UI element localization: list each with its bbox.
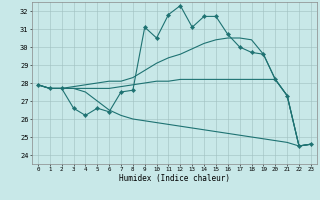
X-axis label: Humidex (Indice chaleur): Humidex (Indice chaleur) [119, 174, 230, 183]
